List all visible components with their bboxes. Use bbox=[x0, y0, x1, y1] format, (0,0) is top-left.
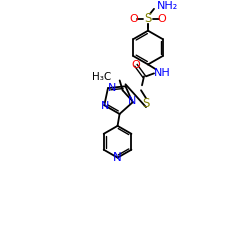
Text: NH₂: NH₂ bbox=[157, 1, 178, 11]
Text: S: S bbox=[144, 12, 152, 25]
Text: H₃C: H₃C bbox=[92, 72, 112, 83]
Text: NH: NH bbox=[154, 68, 170, 78]
Text: O: O bbox=[158, 14, 166, 24]
Text: N: N bbox=[113, 151, 122, 164]
Text: O: O bbox=[130, 14, 138, 24]
Text: N: N bbox=[101, 101, 110, 111]
Text: N: N bbox=[108, 83, 116, 93]
Text: O: O bbox=[132, 60, 140, 70]
Text: S: S bbox=[142, 97, 150, 110]
Text: N: N bbox=[128, 96, 136, 106]
